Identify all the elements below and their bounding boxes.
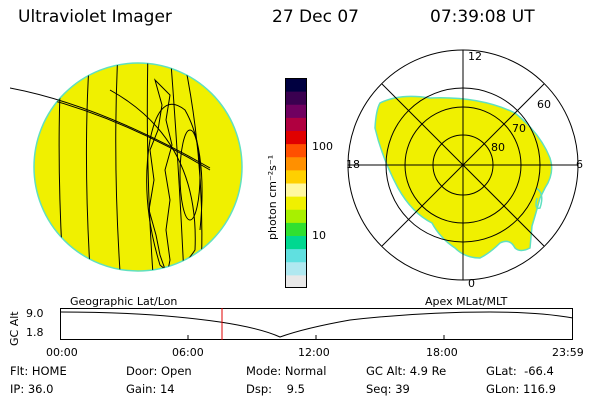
colorbar-swatch [285,130,307,145]
latitude-line [109,89,203,271]
mode-field: Mode: Normal [246,364,327,378]
mlt-label-6: 6 [576,158,583,171]
magnetic-caption: Apex MLat/MLT [425,295,508,308]
geographic-caption: Geographic Lat/Lon [70,295,178,308]
ip-field: IP: 36.0 [10,382,54,396]
colorbar-tick-100: 100 [312,140,333,153]
colorbar-swatch [285,156,307,171]
colorbar-swatch [285,248,307,263]
date-label: 27 Dec 07 [272,7,359,27]
colorbar-swatch [285,222,307,236]
time-tick-0000: 00:00 [46,346,78,359]
gain-value: 14 [159,382,175,396]
colorbar-unit-label: photon cm⁻²s⁻¹ [266,154,279,240]
coastline [148,78,173,271]
mlt-label-0: 0 [468,277,475,290]
seq-field: Seq: 39 [366,382,410,396]
instrument-title: Ultraviolet Imager [18,7,172,27]
colorbar-swatch [285,235,307,250]
colorbar-swatch [285,261,307,276]
gc-alt-axis-label: GC Alt [8,311,21,346]
latitude-line [10,87,211,169]
door-value: Open [160,364,192,378]
colorbar-swatch [285,169,307,184]
meridian-line [146,63,156,271]
auroral-patch [535,187,543,210]
ip-value: 36.0 [27,382,54,396]
time-label: 07:39:08 UT [430,7,535,27]
colorbar-swatch [285,91,307,105]
earth-disk [33,62,243,272]
alt-tick-1-8: 1.8 [26,326,44,339]
colorbar-swatch [285,104,307,118]
geographic-image-panel [10,62,243,272]
mlt-label-12: 12 [468,50,482,63]
mode-value: Normal [284,364,327,378]
gain-field: Gain: 14 [126,382,175,396]
gc-alt-value: 4.9 Re [409,364,447,378]
lat-label-60: 60 [537,98,551,111]
colorbar-frame [285,78,307,288]
magnetic-polar-panel [347,49,579,281]
glon-value: 116.9 [522,382,556,396]
dsp-field: Dsp: 9.5 [246,382,305,396]
lat-label-70: 70 [512,122,526,135]
mlt-line-diagonal [381,83,545,247]
time-tick-1200: 12:00 [298,346,330,359]
altitude-plot [60,308,574,340]
time-tick-2359: 23:59 [552,346,584,359]
colorbar-swatch [285,78,307,92]
colorbar-tick-10: 10 [312,229,326,242]
colorbar-swatch [285,183,307,197]
alt-tick-9: 9.0 [26,307,44,320]
flt-value: HOME [31,364,67,378]
colorbar-swatch [285,143,307,158]
time-tick-1800: 18:00 [426,346,458,359]
time-tick-0600: 06:00 [172,346,204,359]
colorbar-swatch [285,117,307,131]
glon-field: GLon: 116.9 [486,382,556,396]
glat-field: GLat: -66.4 [486,364,554,378]
gc-alt-field: GC Alt: 4.9 Re [366,364,447,378]
colorbar-swatch [285,196,307,210]
altitude-plot-frame [60,308,573,340]
glat-value: -66.4 [524,364,554,378]
dsp-value: 9.5 [286,382,305,396]
colorbar [285,78,307,288]
lat-label-80: 80 [491,141,505,154]
colorbar-swatch [285,209,307,223]
door-field: Door: Open [126,364,192,378]
colorbar-swatch [285,274,307,288]
mlt-label-18: 18 [346,158,360,171]
meridian-line [115,63,123,271]
seq-value: 39 [395,382,410,396]
altitude-curve [60,311,574,338]
flt-field: Flt: HOME [10,364,67,378]
latitude-line [179,129,201,221]
